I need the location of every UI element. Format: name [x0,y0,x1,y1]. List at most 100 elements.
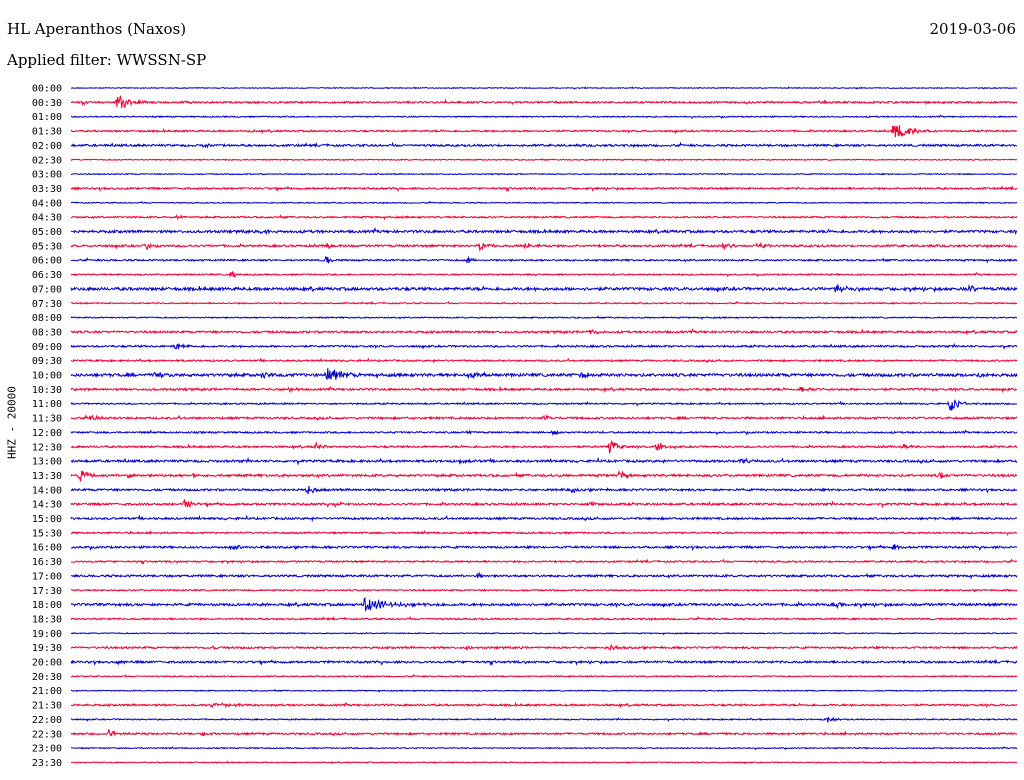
trace-1700 [70,571,1018,580]
trace-2300 [70,746,1018,751]
time-label-2200: 22:00 [32,715,62,726]
time-label-1900: 19:00 [32,629,62,640]
station-title: HL Aperanthos (Naxos) [7,20,187,38]
time-label-2000: 20:00 [32,658,62,669]
trace-0100 [70,114,1018,120]
trace-1230 [70,440,1018,454]
time-label-0800: 08:00 [32,313,62,324]
time-label-0600: 06:00 [32,256,62,267]
time-label-1400: 14:00 [32,485,62,496]
time-label-1200: 12:00 [32,428,62,439]
time-label-1000: 10:00 [32,371,62,382]
time-label-0300: 03:00 [32,170,62,181]
trace-0830 [70,328,1018,336]
time-label-1230: 12:30 [32,442,62,453]
trace-0030 [70,95,1018,109]
time-label-2100: 21:00 [32,686,62,697]
trace-0900 [70,342,1018,351]
time-label-1030: 10:30 [32,385,62,396]
time-label-0500: 05:00 [32,227,62,238]
time-label-2230: 22:30 [32,729,62,740]
time-label-1530: 15:30 [32,528,62,539]
time-label-0730: 07:30 [32,299,62,310]
time-label-0330: 03:30 [32,184,62,195]
time-label-0700: 07:00 [32,284,62,295]
trace-0700 [70,284,1018,294]
time-label-0400: 04:00 [32,198,62,209]
trace-0600 [70,255,1018,264]
time-label-1430: 14:30 [32,500,62,511]
trace-1500 [70,514,1018,523]
time-label-0430: 04:30 [32,213,62,224]
time-label-2130: 21:30 [32,701,62,712]
trace-0730 [70,300,1018,306]
time-label-1830: 18:30 [32,614,62,625]
time-label-2300: 23:00 [32,744,62,755]
time-label-1500: 15:00 [32,514,62,525]
trace-0930 [70,357,1018,364]
time-label-2030: 20:30 [32,672,62,683]
trace-1630 [70,558,1018,565]
trace-1200 [70,429,1018,437]
time-label-0100: 01:00 [32,112,62,123]
time-label-0000: 00:00 [32,84,62,95]
trace-1300 [70,456,1018,466]
trace-2230 [70,729,1018,737]
trace-1130 [70,413,1018,422]
trace-0500 [70,227,1018,236]
trace-1800 [70,597,1018,613]
trace-0200 [70,141,1018,149]
time-label-0200: 02:00 [32,141,62,152]
trace-2030 [70,673,1018,679]
trace-1000 [70,368,1018,381]
time-label-0030: 00:30 [32,98,62,109]
time-label-1100: 11:00 [32,399,62,410]
trace-1400 [70,485,1018,495]
time-label-0530: 05:30 [32,241,62,252]
trace-1600 [70,544,1018,552]
trace-1530 [70,529,1018,537]
trace-0330 [70,185,1018,193]
date-label: 2019-03-06 [929,20,1016,38]
trace-group [70,86,1018,765]
trace-1430 [70,499,1018,509]
time-label-0830: 08:30 [32,327,62,338]
trace-2200 [70,716,1018,723]
time-labels: 00:00 00:30 01:00 01:30 02:00 02:30 03:00 03:30… [32,84,62,769]
time-label-1300: 13:00 [32,457,62,468]
trace-1900 [70,631,1018,636]
trace-0630 [70,270,1018,278]
trace-2000 [70,658,1018,667]
trace-1330 [70,469,1018,482]
time-label-1800: 18:00 [32,600,62,611]
time-label-1330: 13:30 [32,471,62,482]
trace-0300 [70,172,1018,176]
trace-1930 [70,644,1018,652]
trace-0400 [70,200,1018,205]
time-label-0230: 02:30 [32,155,62,166]
trace-2330 [70,760,1018,765]
trace-0430 [70,214,1018,221]
trace-2100 [70,688,1018,693]
trace-1830 [70,615,1018,622]
time-label-0900: 09:00 [32,342,62,353]
time-label-1930: 19:30 [32,643,62,654]
time-label-1700: 17:00 [32,571,62,582]
time-label-0130: 01:30 [32,127,62,138]
trace-0530 [70,241,1018,252]
filter-label: Applied filter: WWSSN-SP [7,51,207,69]
trace-0000 [70,86,1018,90]
time-label-2330: 23:30 [32,758,62,769]
time-label-0630: 06:30 [32,270,62,281]
trace-0130 [70,125,1018,138]
trace-1730 [70,588,1018,593]
time-label-1600: 16:00 [32,543,62,554]
trace-0230 [70,157,1018,162]
trace-1100 [70,399,1018,411]
time-label-1730: 17:30 [32,586,62,597]
trace-0800 [70,315,1018,321]
trace-2130 [70,701,1018,709]
time-label-1630: 16:30 [32,557,62,568]
trace-1030 [70,385,1018,394]
